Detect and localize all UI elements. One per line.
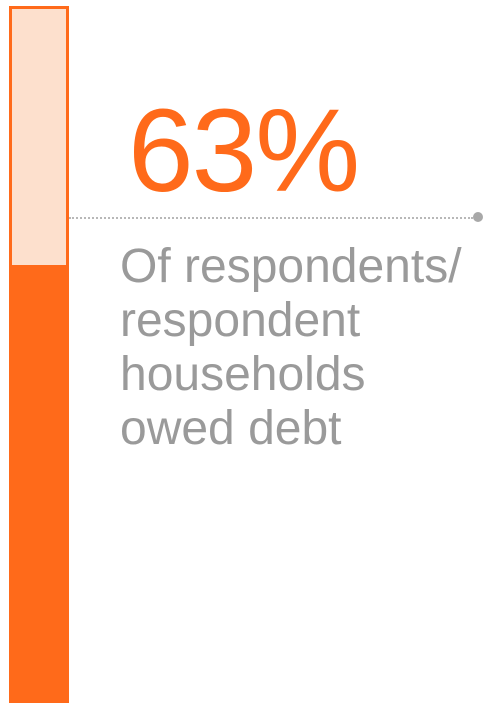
progress-bar-track	[9, 6, 69, 703]
leader-line	[69, 217, 473, 219]
caption-line: owed debt	[120, 402, 342, 455]
caption-text: Of respondents/ respondent households ow…	[120, 240, 480, 456]
caption-line: households	[120, 348, 366, 401]
caption-line: Of respondents/	[120, 240, 462, 293]
leader-line-endpoint	[473, 212, 483, 222]
percentage-value: 63%	[128, 85, 360, 217]
progress-bar-fill	[12, 264, 66, 700]
caption-line: respondent	[120, 294, 361, 347]
